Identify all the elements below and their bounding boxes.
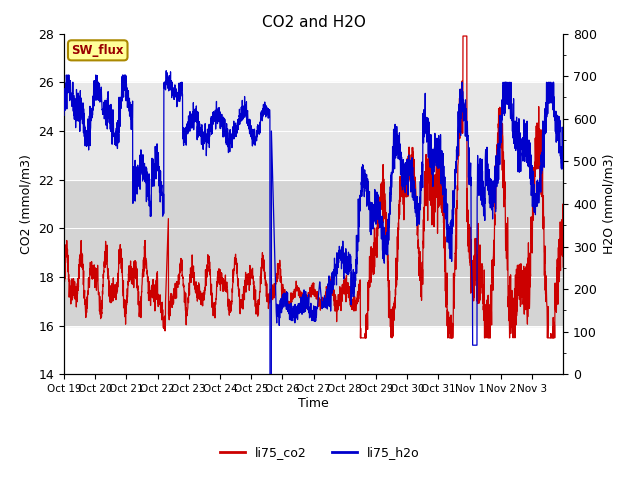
Y-axis label: H2O (mmol/m3): H2O (mmol/m3) bbox=[602, 154, 616, 254]
Title: CO2 and H2O: CO2 and H2O bbox=[262, 15, 365, 30]
Text: SW_flux: SW_flux bbox=[72, 44, 124, 57]
Legend: li75_co2, li75_h2o: li75_co2, li75_h2o bbox=[215, 441, 425, 464]
X-axis label: Time: Time bbox=[298, 397, 329, 410]
Y-axis label: CO2 (mmol/m3): CO2 (mmol/m3) bbox=[20, 154, 33, 254]
Bar bbox=[64, 82, 563, 180]
Bar bbox=[64, 180, 563, 326]
